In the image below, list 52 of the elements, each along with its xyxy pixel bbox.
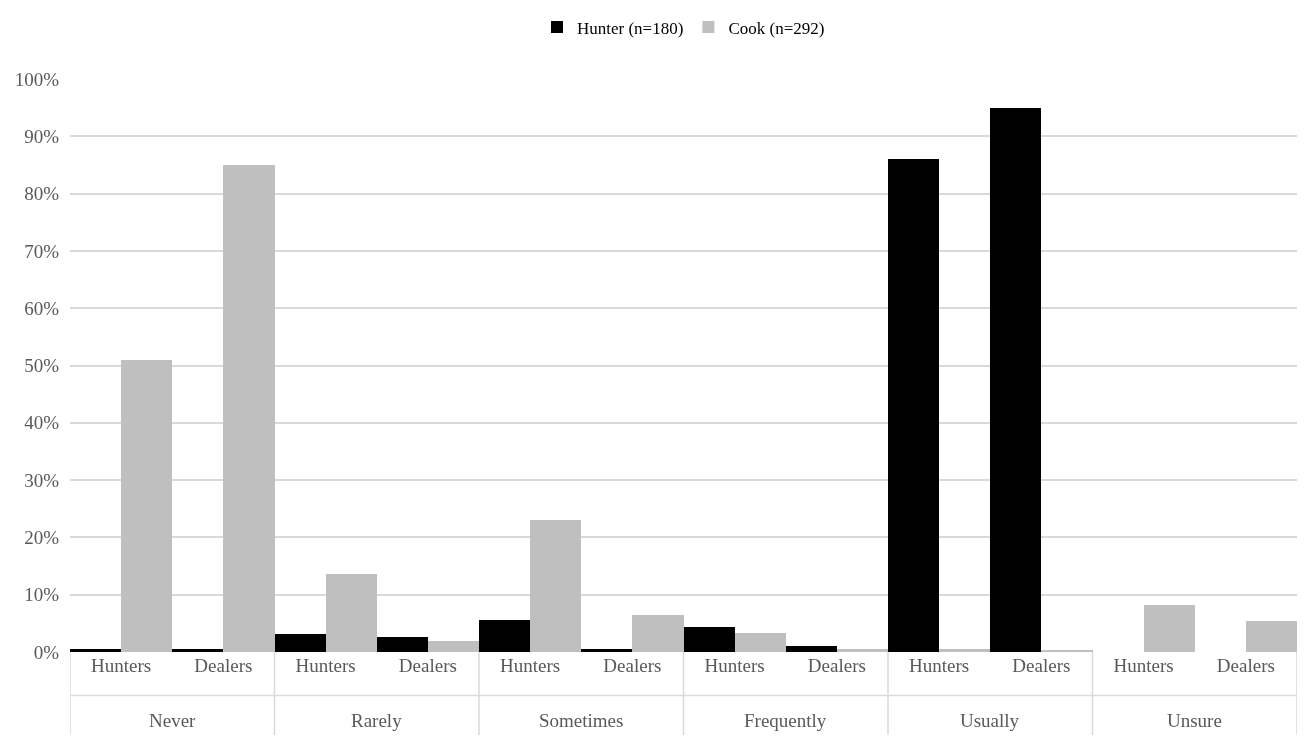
bar [1246, 621, 1297, 652]
bar [735, 633, 786, 652]
text: Sometimes [539, 710, 624, 731]
x-tick-label: Hunters [909, 655, 970, 676]
x-tick-label: Hunters [500, 655, 561, 676]
legend-label: Hunter (n=180) [577, 18, 684, 38]
bar [837, 649, 888, 652]
bar [275, 634, 326, 652]
y-tick-label: 100% [14, 68, 60, 90]
bar [70, 649, 121, 652]
bar [888, 159, 939, 652]
y-tick-label: 80% [24, 183, 60, 205]
text: Rarely [351, 710, 403, 731]
bar [581, 649, 632, 652]
text: Never [149, 710, 197, 731]
bar [632, 615, 684, 652]
bar [172, 649, 223, 652]
bar [939, 649, 990, 652]
y-tick-label: 50% [24, 355, 60, 377]
bar [223, 165, 275, 652]
bar [326, 574, 377, 652]
x-tick-label: Dealers [603, 655, 662, 676]
x-tick-label: Hunters [704, 655, 765, 676]
bar [530, 520, 581, 652]
y-tick-label: 70% [24, 240, 60, 262]
x-tick-label: Dealers [1012, 655, 1071, 676]
bar [377, 637, 428, 652]
y-tick-label: 60% [24, 297, 60, 319]
text: Unsure [1167, 710, 1222, 731]
bar [479, 620, 530, 652]
x-tick-label: Dealers [1216, 655, 1275, 676]
bar [786, 646, 837, 652]
bar [428, 641, 479, 652]
x-tick-label: Hunters [91, 655, 152, 676]
y-tick-label: 40% [24, 412, 60, 434]
y-tick-label: 20% [24, 527, 60, 549]
text: Usually [960, 710, 1020, 731]
x-tick-label: Dealers [807, 655, 866, 676]
x-tick-label: Dealers [194, 655, 253, 676]
x-tick-label: Hunters [295, 655, 356, 676]
y-tick-label: 30% [24, 469, 60, 491]
bar [1144, 605, 1195, 652]
bar [684, 627, 735, 652]
y-tick-label: 90% [24, 125, 60, 147]
legend-label: Cook (n=292) [728, 18, 825, 38]
text: Frequently [744, 710, 827, 731]
y-tick-label: 10% [24, 584, 60, 606]
bar [990, 108, 1041, 652]
x-tick-label: Dealers [398, 655, 457, 676]
bar [121, 360, 172, 652]
y-tick-label: 0% [33, 641, 60, 663]
x-tick-label: Hunters [1113, 655, 1174, 676]
